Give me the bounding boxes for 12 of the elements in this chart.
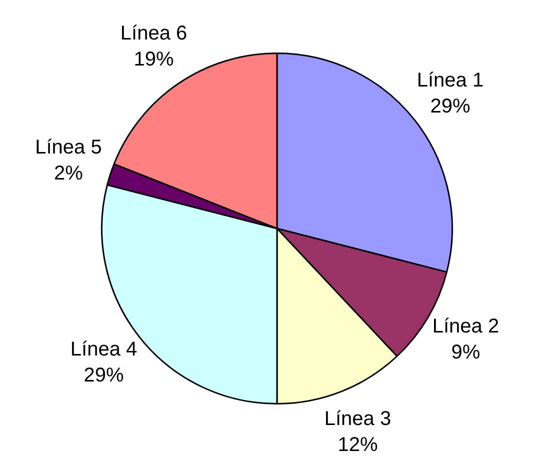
slice-label: Línea 6	[120, 22, 188, 45]
slice-label: Línea 4	[70, 338, 138, 360]
slice-label: Línea 5	[35, 136, 102, 158]
slice-label: Línea 2	[432, 316, 500, 338]
data-label: 29%	[430, 96, 470, 118]
data-label: 12%	[338, 434, 378, 456]
data-label: 9%	[451, 342, 480, 364]
slice-label: Línea 1	[416, 70, 484, 92]
data-label: 2%	[54, 162, 84, 184]
data-label: 29%	[84, 364, 124, 386]
slice-label: Línea 3	[324, 408, 392, 430]
data-label: 19%	[134, 48, 174, 71]
